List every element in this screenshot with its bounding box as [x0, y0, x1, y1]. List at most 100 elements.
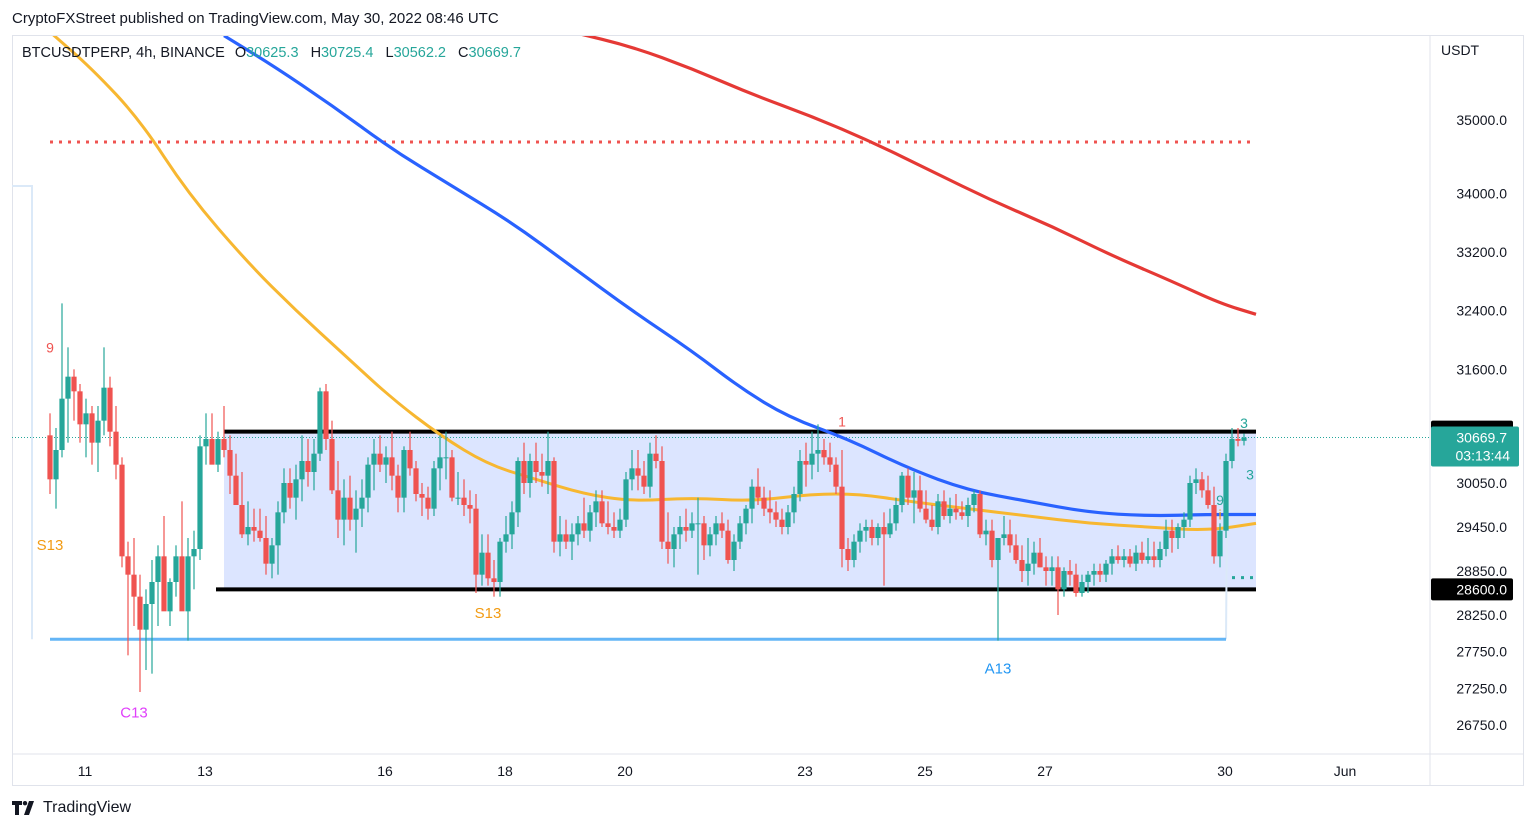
price-tick-label: 33200.0 [1456, 244, 1507, 260]
candle-body [521, 461, 527, 483]
candle-body [395, 475, 401, 498]
candle-body [581, 523, 587, 531]
candle-body [71, 376, 77, 392]
candle-body [605, 523, 611, 527]
candle-body [1229, 439, 1235, 461]
candle-body [65, 376, 71, 399]
candle-body [905, 475, 911, 498]
price-axis[interactable]: 35000.0 34000.0 33200.0 32400.0 31600.0 30050… [1456, 112, 1507, 733]
candle-body [833, 464, 839, 487]
candle-body [815, 450, 821, 454]
price-label-box [1431, 578, 1513, 601]
currency-label: USDT [1441, 42, 1480, 58]
candle-body [425, 497, 431, 509]
signal-label: S13 [475, 605, 502, 622]
candle-body [77, 391, 83, 425]
candle-body [923, 508, 929, 520]
candle-body [785, 512, 791, 527]
tradingview-logo[interactable]: TradingView [12, 799, 131, 817]
candle-body [449, 457, 455, 498]
candle-body [929, 519, 935, 527]
open-value: 30625.3 [246, 45, 299, 61]
candle-body [893, 505, 899, 524]
candle-body [419, 494, 425, 498]
candle-body [773, 512, 779, 520]
candle-body [497, 541, 503, 582]
signal-label: 1 [838, 414, 846, 430]
candle-body [257, 530, 263, 538]
candle-body [263, 538, 269, 564]
candle-body [95, 420, 101, 443]
candle-body [347, 497, 353, 520]
symbol-legend[interactable]: BTCUSDTPERP, 4h, BINANCE O30625.3 H30725… [22, 45, 529, 61]
candle-body [557, 534, 563, 542]
candle-body [1007, 534, 1013, 546]
candle-body [671, 534, 677, 549]
candle-body [251, 527, 257, 531]
candle-body [1055, 567, 1061, 590]
candle-body [539, 472, 545, 476]
candle-body [1145, 556, 1151, 560]
candle-body [299, 461, 305, 480]
price-tick-label: 27250.0 [1456, 680, 1507, 696]
signal-label: 9 [1216, 492, 1224, 508]
high-value: 30725.4 [321, 45, 374, 61]
candle-body [503, 534, 509, 542]
candle-body [491, 578, 497, 582]
candle-body [89, 413, 95, 443]
candle-body [269, 545, 275, 564]
candle-body [683, 527, 689, 531]
candle-body [911, 490, 917, 498]
signal-label: C13 [120, 705, 148, 722]
candle-body [617, 519, 623, 531]
candle-body [1049, 567, 1055, 571]
candle-body [1079, 582, 1085, 593]
candle-body [173, 556, 179, 582]
time-axis[interactable]: 11 13 16 18 20 23 25 27 30 Jun [78, 763, 1357, 779]
candle-body [797, 461, 803, 494]
candle-body [1133, 552, 1139, 564]
candle-body [179, 556, 185, 612]
candle-body [1163, 530, 1169, 549]
candle-body [695, 523, 701, 525]
time-tick-label: Jun [1334, 763, 1357, 779]
time-tick-label: 23 [797, 763, 813, 779]
last-price-text: 30669.7 [1456, 430, 1507, 446]
candle-body [125, 556, 131, 575]
candle-body [143, 604, 149, 630]
candle-body [479, 552, 485, 575]
candle-body [1235, 439, 1241, 441]
candle-body [737, 523, 743, 542]
candle-body [545, 461, 551, 476]
close-label: C [458, 45, 469, 61]
symbol-name[interactable]: BTCUSDTPERP, 4h, BINANCE [22, 45, 225, 61]
price-tick-label: 27750.0 [1456, 644, 1507, 660]
chart-frame [12, 35, 1524, 786]
candle-body [791, 494, 797, 513]
candle-body [137, 596, 143, 630]
candle-body [119, 464, 125, 557]
candle-body [443, 457, 449, 459]
candle-body [485, 552, 491, 579]
candle-body [311, 453, 317, 472]
candle-body [575, 523, 581, 535]
candle-body [167, 582, 173, 612]
candle-body [83, 413, 89, 425]
candle-body [149, 582, 155, 604]
candle-body [1043, 567, 1049, 571]
candle-body [839, 486, 845, 549]
candle-body [245, 527, 251, 535]
candle-body [227, 450, 233, 476]
signal-label: i [1218, 507, 1221, 523]
candle-body [587, 512, 593, 531]
candle-body [101, 387, 107, 421]
candle-body [47, 435, 53, 480]
time-tick-label: 25 [917, 763, 933, 779]
candle-body [641, 475, 647, 487]
series-line-ema-50 [52, 36, 1257, 531]
candle-body [1121, 556, 1127, 560]
annotations-layer: 9 S13 S13 C13 1 A13 9 3 3 i [37, 339, 1254, 721]
candle-body [1085, 574, 1091, 582]
candle-body [725, 530, 731, 560]
